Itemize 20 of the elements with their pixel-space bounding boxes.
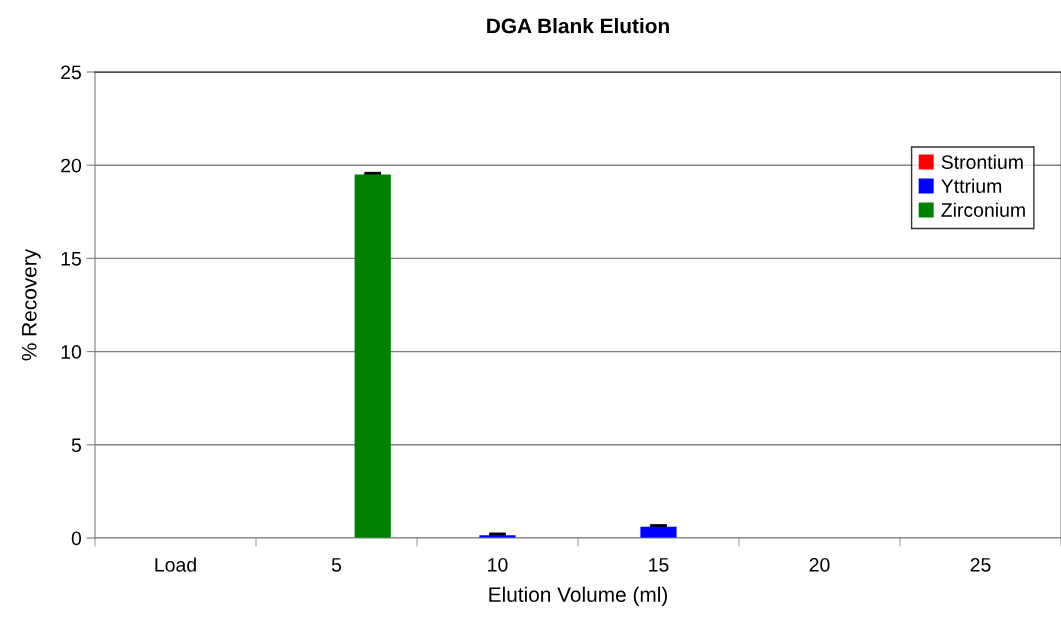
x-tick-label: Load	[155, 557, 196, 572]
x-tick-label: 20	[809, 557, 830, 572]
y-tick-label: 20	[61, 158, 82, 173]
x-tick-label: 10	[488, 557, 508, 572]
y-tick-label: 25	[61, 65, 81, 80]
y-tick-label: 5	[71, 438, 81, 453]
y-tick-label: 0	[71, 531, 82, 546]
chart-title: DGA Blank Elution	[487, 18, 669, 34]
bar	[640, 526, 677, 538]
x-axis-title: Elution Volume (ml)	[489, 586, 668, 607]
y-axis-title: % Recovery	[21, 248, 41, 361]
legend-label: Zirconium	[941, 202, 1025, 217]
y-tick-label: 15	[61, 252, 81, 266]
x-tick-label: 5	[331, 558, 342, 572]
x-tick-label: 25	[970, 557, 991, 572]
legend-label: Strontium	[941, 154, 1023, 170]
bar	[354, 174, 391, 538]
y-tick-label: 10	[61, 345, 82, 359]
legend-label: Yttrium	[941, 178, 1002, 193]
x-tick-label: 15	[649, 558, 669, 572]
